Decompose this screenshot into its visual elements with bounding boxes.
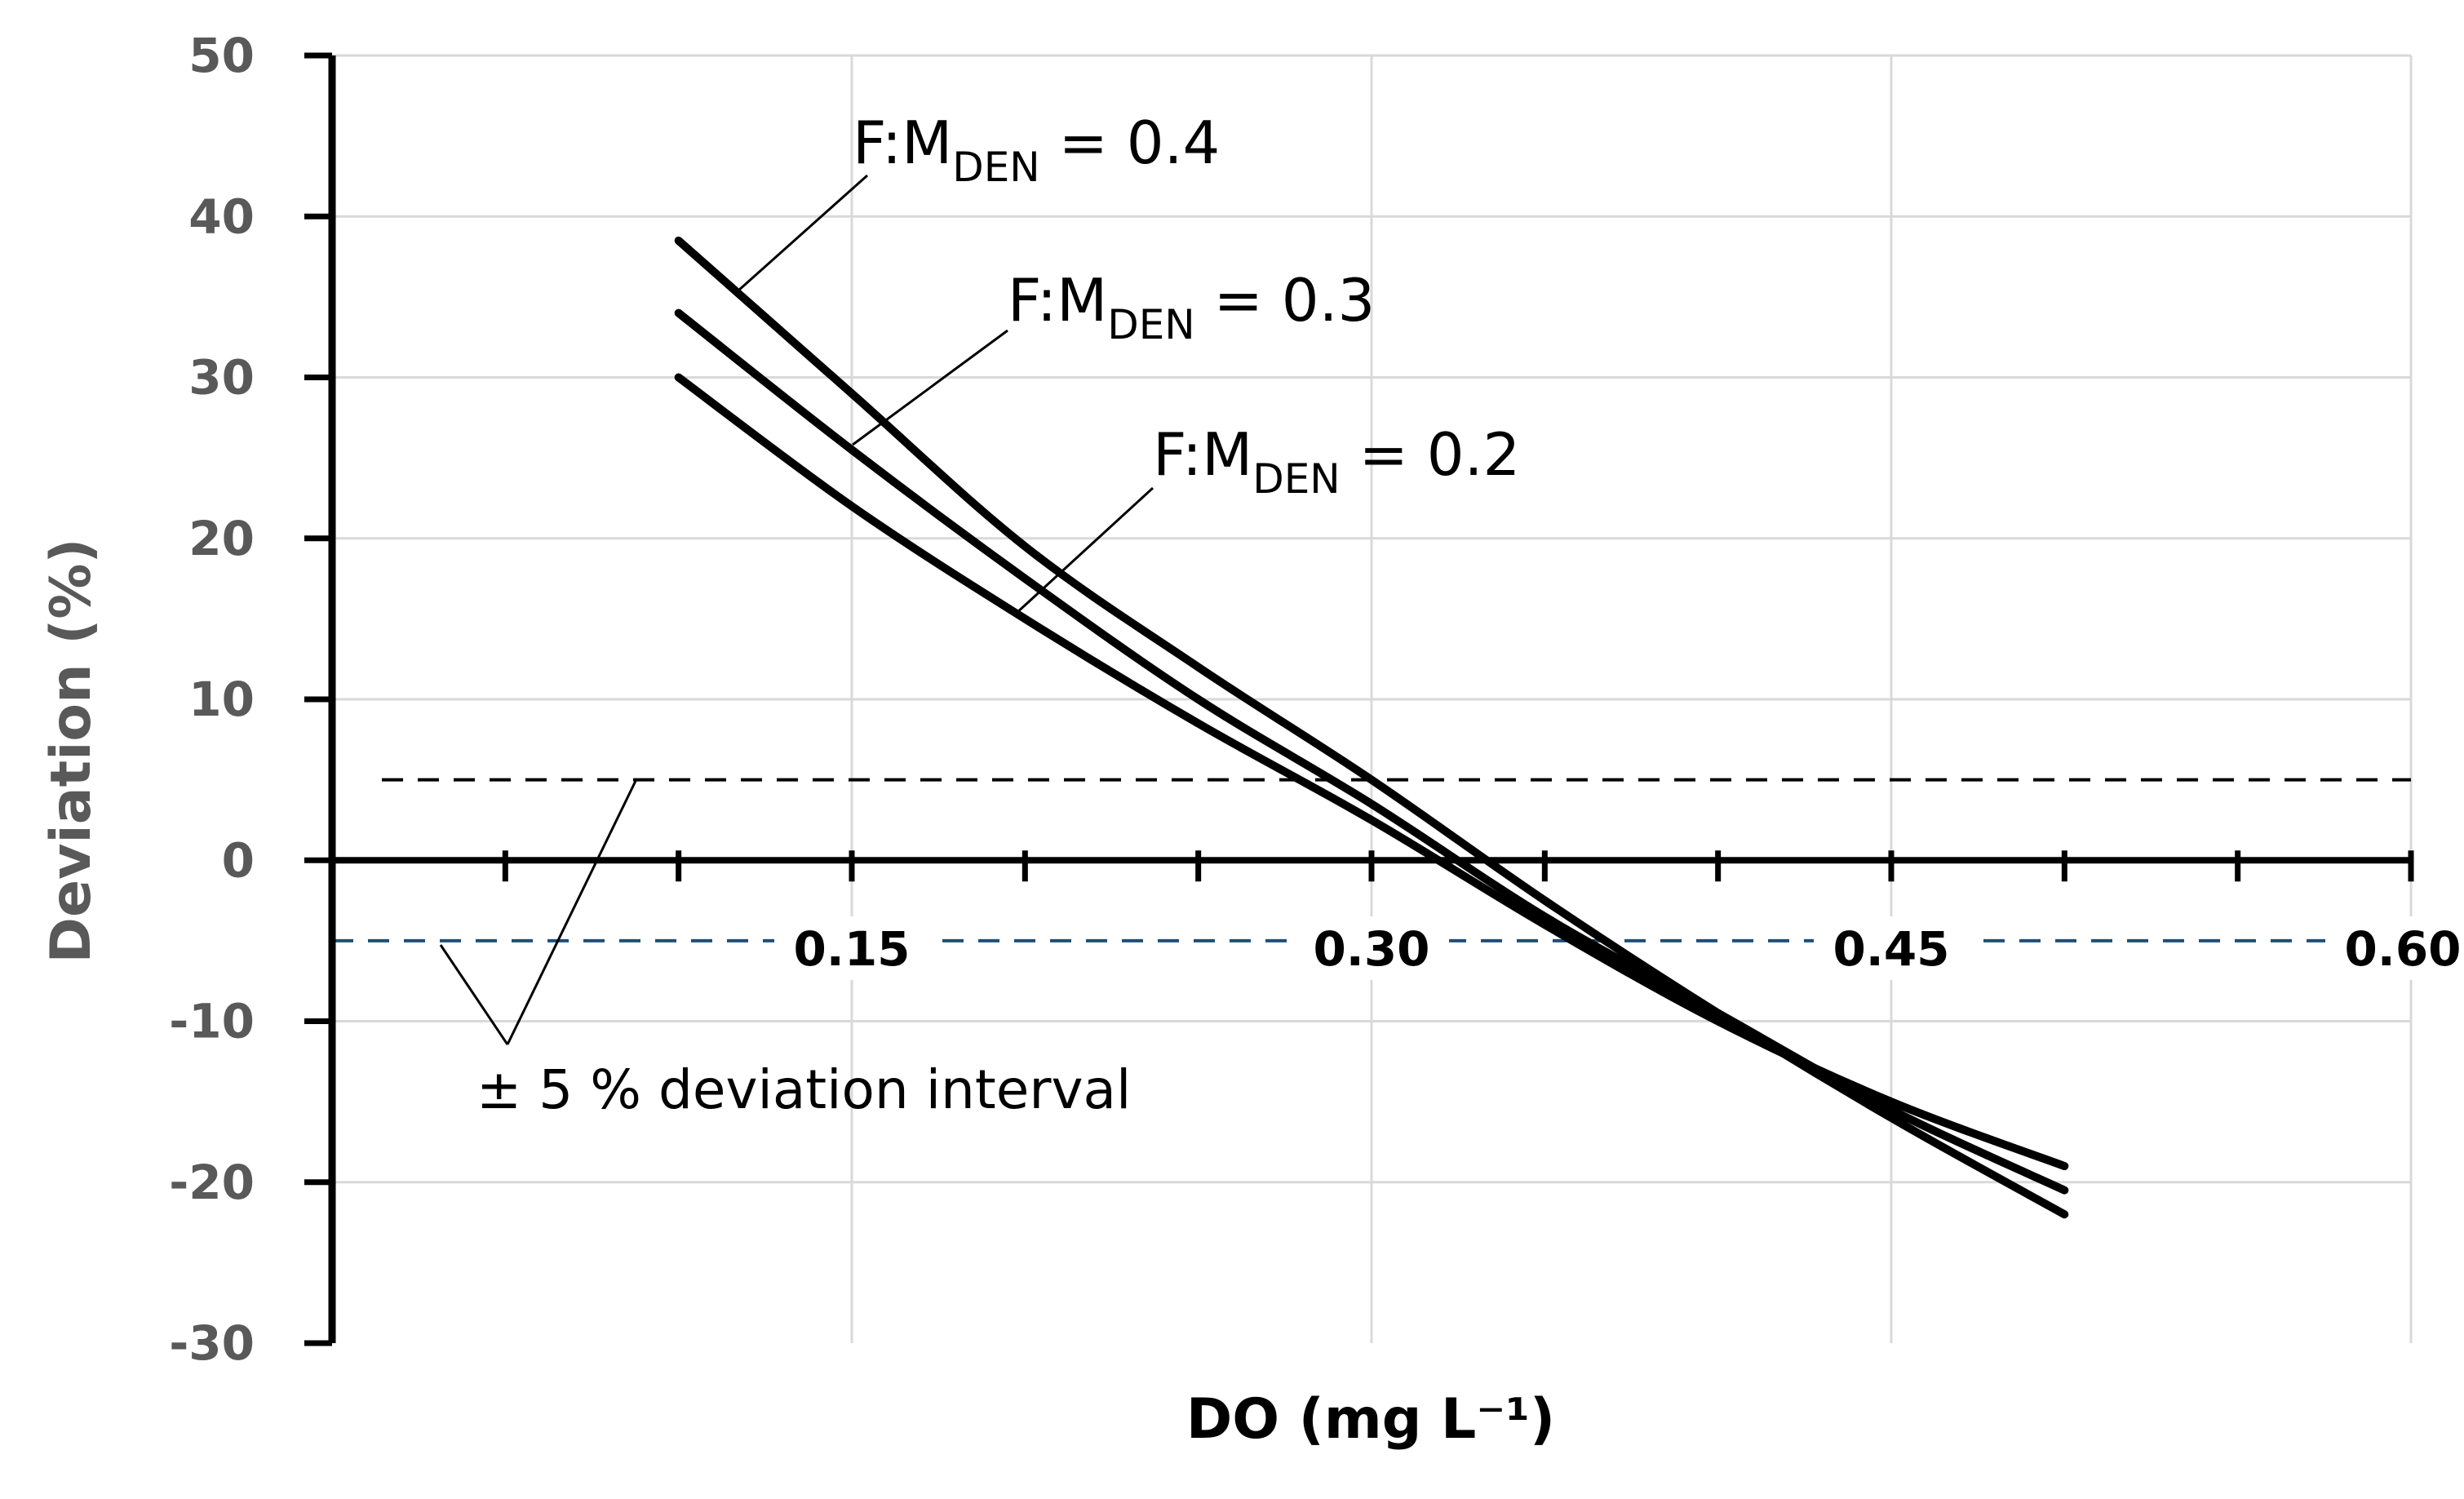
x-tick-label: 0.30 (1313, 921, 1429, 977)
x-tick-label-bg (1294, 916, 1449, 980)
series-line-1 (674, 236, 2069, 1219)
interval-label: ± 5 % deviation interval (476, 1058, 1131, 1121)
x-tick-label-bg (774, 916, 929, 980)
leader-line-1 (738, 174, 868, 292)
x-tick-label-bg (1814, 916, 1969, 980)
y-tick-label: 20 (188, 511, 255, 566)
x-tick-label-bg (2325, 916, 2464, 980)
y-tick-label: -10 (169, 994, 255, 1049)
series-label-2: F:MDEN = 0.3 (1008, 266, 1375, 348)
y-tick-label: -20 (169, 1155, 255, 1210)
x-tick-label: 0.45 (1832, 921, 1949, 977)
series-label-1: F:MDEN = 0.4 (853, 109, 1220, 191)
leader-line-2 (852, 329, 1008, 446)
x-tick-label: 0.60 (2344, 921, 2461, 977)
y-tick-label: -30 (169, 1315, 255, 1371)
x-axis-title: DO (mg L⁻¹) (1186, 1387, 1555, 1452)
y-tick-label: 30 (188, 350, 255, 406)
grid (332, 54, 2413, 1343)
labels: -30 -20 -10 0 10 20 30 40 50 0.15 0.30 0.45 0.60 F:MD… (169, 28, 2464, 1371)
y-tick-label: 0 (222, 832, 255, 888)
x-tick-label: 0.15 (793, 921, 910, 977)
axes (304, 52, 2414, 1346)
y-tick-label: 50 (188, 28, 255, 83)
series-label-3: F:MDEN = 0.2 (1153, 420, 1520, 503)
leader-line-3 (1014, 486, 1154, 615)
y-tick-label: 10 (188, 672, 255, 727)
interval-leader-lower (439, 944, 509, 1045)
annotation-leaders (439, 174, 1154, 1045)
reference-lines (332, 778, 2411, 942)
y-tick-label: 40 (188, 188, 255, 244)
interval-leader-upper (506, 778, 638, 1045)
series (674, 236, 2069, 1219)
series-line-3 (674, 373, 2069, 1171)
y-axis-title: Deviation (%) (39, 539, 104, 964)
